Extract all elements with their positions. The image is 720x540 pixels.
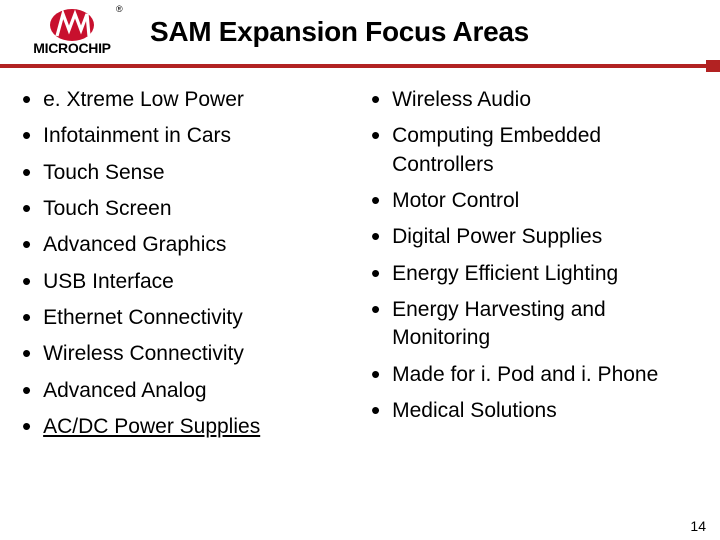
list-item: • e. Xtreme Low Power: [22, 86, 349, 114]
bullet-icon: •: [22, 89, 31, 109]
bullet-icon: •: [22, 234, 31, 254]
bullet-icon: •: [22, 416, 31, 436]
list-item: • Ethernet Connectivity: [22, 304, 349, 332]
list-item-text: Infotainment in Cars: [43, 122, 231, 150]
list-item: • USB Interface: [22, 268, 349, 296]
list-item-text: Energy Efficient Lighting: [392, 260, 618, 288]
list-item: • Wireless Audio: [371, 86, 698, 114]
list-item: • Energy Efficient Lighting: [371, 260, 698, 288]
brand-name: MICROCHIP: [33, 40, 110, 56]
list-item: • Infotainment in Cars: [22, 122, 349, 150]
bullet-icon: •: [371, 190, 380, 210]
slide-title: SAM Expansion Focus Areas: [150, 16, 529, 48]
list-item-text: Motor Control: [392, 187, 519, 215]
bullet-icon: •: [22, 307, 31, 327]
microchip-logo-icon: [49, 8, 95, 42]
list-item-text: Advanced Analog: [43, 377, 206, 405]
slide-header: MICROCHIP ® SAM Expansion Focus Areas: [0, 0, 720, 60]
list-item-text: AC/DC Power Supplies: [43, 413, 260, 441]
list-item: • Wireless Connectivity: [22, 340, 349, 368]
bullet-icon: •: [371, 125, 380, 145]
list-item: • Computing Embedded Controllers: [371, 122, 698, 179]
list-item-text: USB Interface: [43, 268, 174, 296]
list-item-text: Wireless Audio: [392, 86, 531, 114]
title-divider: [0, 64, 720, 68]
list-item: • Advanced Graphics: [22, 231, 349, 259]
bullet-icon: •: [22, 380, 31, 400]
left-column: • e. Xtreme Low Power • Infotainment in Car…: [22, 86, 349, 449]
list-item: • Touch Sense: [22, 159, 349, 187]
list-item-text: Digital Power Supplies: [392, 223, 602, 251]
bullet-icon: •: [371, 226, 380, 246]
list-item: • Medical Solutions: [371, 397, 698, 425]
bullet-icon: •: [371, 364, 380, 384]
list-item: • Touch Screen: [22, 195, 349, 223]
list-item-text: Computing Embedded Controllers: [392, 122, 698, 179]
right-column: • Wireless Audio • Computing Embedded Contr…: [371, 86, 698, 449]
registered-mark: ®: [116, 4, 123, 14]
list-item: • Digital Power Supplies: [371, 223, 698, 251]
list-item-text: Wireless Connectivity: [43, 340, 244, 368]
bullet-icon: •: [22, 162, 31, 182]
bullet-icon: •: [22, 198, 31, 218]
bullet-icon: •: [371, 299, 380, 319]
list-item-text: Touch Screen: [43, 195, 171, 223]
bullet-icon: •: [22, 343, 31, 363]
brand-logo: MICROCHIP: [12, 8, 132, 56]
bullet-icon: •: [22, 271, 31, 291]
bullet-icon: •: [371, 89, 380, 109]
content-area: • e. Xtreme Low Power • Infotainment in Car…: [0, 68, 720, 449]
bullet-icon: •: [371, 263, 380, 283]
list-item: • Energy Harvesting and Monitoring: [371, 296, 698, 353]
list-item-text: Advanced Graphics: [43, 231, 226, 259]
list-item: • Motor Control: [371, 187, 698, 215]
list-item-text: Ethernet Connectivity: [43, 304, 243, 332]
list-item-text: e. Xtreme Low Power: [43, 86, 244, 114]
list-item-text: Medical Solutions: [392, 397, 557, 425]
list-item: • Advanced Analog: [22, 377, 349, 405]
page-number: 14: [690, 518, 706, 534]
list-item-text: Touch Sense: [43, 159, 164, 187]
list-item: • AC/DC Power Supplies: [22, 413, 349, 441]
list-item-text: Energy Harvesting and Monitoring: [392, 296, 698, 353]
list-item: • Made for i. Pod and i. Phone: [371, 361, 698, 389]
bullet-icon: •: [22, 125, 31, 145]
list-item-text: Made for i. Pod and i. Phone: [392, 361, 658, 389]
bullet-icon: •: [371, 400, 380, 420]
